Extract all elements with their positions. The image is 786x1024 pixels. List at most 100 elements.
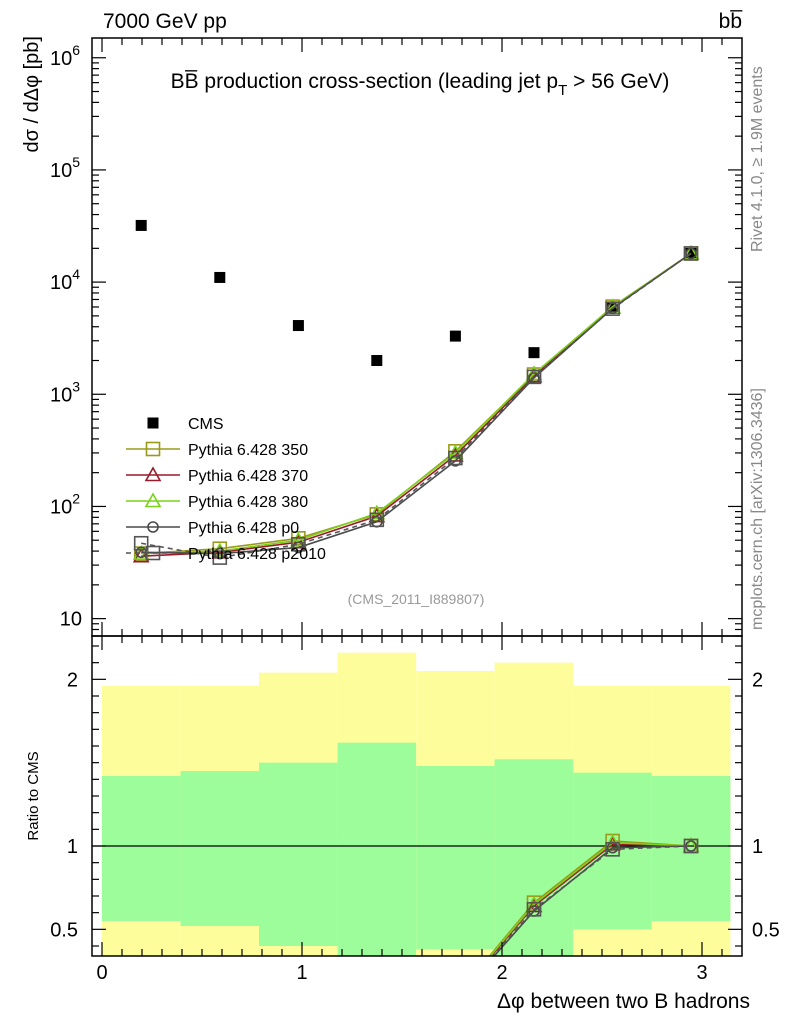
legend-label: Pythia 6.428 350 [188, 442, 308, 459]
ratio-band-inner [102, 776, 181, 921]
main-data-point [214, 271, 226, 283]
legend-label: Pythia 6.428 370 [188, 468, 308, 485]
main-series-3 [132, 244, 700, 560]
main-series-1 [133, 246, 699, 561]
legend-marker [145, 545, 161, 561]
main-title-text: BB̅ production cross-section (leading je… [171, 70, 559, 93]
ratio-x-tick-label: 1 [296, 962, 307, 984]
main-ylabel: dσ / dΔφ [pb] [21, 36, 43, 153]
main-series-5 [133, 246, 699, 565]
ratio-x-tick-label: 0 [96, 962, 107, 984]
ratio-bands [92, 652, 742, 956]
ratio-band-inner [651, 776, 731, 921]
ratio-series-line [490, 843, 692, 956]
main-data-point [606, 302, 619, 315]
legend: CMS Pythia 6.428 350 Pythia 6.428 370 Pythi… [126, 416, 326, 563]
ratio-data-point [683, 838, 699, 854]
ratio-xlabel: Δφ between two B hadrons [497, 990, 750, 1013]
main-marks [132, 219, 700, 565]
legend-item: Pythia 6.428 350 [126, 441, 308, 459]
main-data-point [212, 550, 228, 565]
legend-item: Pythia 6.428 p0 [126, 520, 299, 537]
main-title-sub: T [558, 82, 567, 99]
ratio-ylabel: Ratio to CMS [25, 751, 42, 840]
legend-item: Pythia 6.428 370 [126, 466, 308, 485]
main-data-point [290, 531, 307, 547]
main-title: BB̅ production cross-section (leading je… [171, 70, 670, 99]
main-y-tick-exp: 6 [72, 42, 80, 58]
legend-marker [144, 492, 162, 508]
main-data-point [368, 504, 386, 520]
main-title-tail: > 56 GeV) [567, 70, 669, 93]
ratio-series-4 [492, 838, 699, 956]
ratio-band-inner [259, 762, 338, 946]
ratio-band-inner [494, 759, 574, 956]
ratio-y-tick-label: 1 [67, 836, 78, 858]
main-data-point [448, 450, 463, 466]
mcplots-label: mcplots.cern.ch [arXiv:1306.3436] [749, 388, 766, 630]
ratio-series-line [492, 845, 692, 956]
main-y-tick-label: 105 [50, 154, 80, 182]
main-data-point [369, 512, 385, 528]
ratio-marks [488, 833, 700, 956]
main-y-tick-base: 10 [50, 384, 72, 406]
main-data-point [292, 320, 304, 332]
main-data-point [685, 247, 697, 260]
ratio-x-tick-label: 3 [696, 962, 707, 984]
main-y-tick-label: 106 [50, 42, 80, 70]
main-data-point [291, 536, 306, 552]
main-y-tick-label: 102 [50, 490, 80, 518]
rivet-label: Rivet 4.1.0, ≥ 1.9M events [749, 66, 766, 252]
main-y-tick-label: 103 [50, 378, 80, 406]
main-data-point [292, 541, 305, 554]
main-data-point [214, 547, 226, 560]
legend-marker [144, 466, 162, 482]
main-data-point [133, 535, 149, 551]
main-y-tick-base: 10 [50, 160, 72, 182]
ratio-plot: 0.5 0.5 1 1 2 2 0 1 2 3 Ratio to CMS Δφ between t… [25, 635, 780, 1013]
ratio-data-point [605, 842, 620, 857]
main-y-tick-base: 10 [50, 272, 72, 294]
main-data-point [528, 347, 540, 359]
main-series-4 [135, 247, 697, 560]
ratio-data-point [526, 902, 542, 917]
ratio-band-inner [180, 771, 259, 926]
main-y-tick-exp: 4 [72, 266, 80, 282]
process-label: bb̅ [719, 10, 744, 33]
ratio-series-line [488, 840, 692, 956]
ratio-y-tick-label-right: 1 [752, 836, 763, 858]
ratio-y-tick-label: 0.5 [50, 919, 78, 941]
ratio-y-tick-label: 2 [67, 669, 78, 691]
main-watermark: (CMS_2011_I889807) [348, 591, 485, 607]
legend-item: Pythia 6.428 380 [126, 492, 308, 511]
ratio-band-inner [573, 772, 652, 930]
legend-item: CMS [147, 416, 224, 433]
main-data-point [371, 355, 383, 367]
energy-label: 7000 GeV pp [103, 10, 227, 33]
ratio-series-line [489, 841, 692, 956]
main-series-line [141, 252, 692, 559]
main-y-tick-exp: 2 [72, 490, 80, 506]
legend-marker [147, 521, 159, 533]
main-y-tick-exp: 5 [72, 154, 80, 170]
main-data-point [683, 246, 699, 261]
legend-marker [147, 417, 159, 429]
ratio-series-line [493, 845, 692, 956]
main-data-point [135, 219, 147, 231]
legend-label: Pythia 6.428 p2010 [188, 546, 326, 563]
main-data-point [212, 541, 228, 557]
main-data-point [449, 455, 462, 467]
main-y-tick-base: 10 [50, 48, 72, 70]
main-y-tick-label: 10 [60, 609, 82, 631]
main-series-line [141, 252, 692, 555]
ratio-y-tick-label-right: 0.5 [752, 919, 780, 941]
main-y-tick-exp: 3 [72, 378, 80, 394]
legend-label: CMS [188, 416, 224, 433]
main-data-point [449, 330, 461, 342]
ratio-y-tick-label-right: 2 [752, 669, 763, 691]
main-series-2 [132, 244, 700, 563]
ratio-axes: 0.5 0.5 1 1 2 2 0 1 2 3 [50, 636, 780, 984]
legend-item: Pythia 6.428 p2010 [126, 545, 326, 563]
legend-marker [145, 441, 161, 457]
